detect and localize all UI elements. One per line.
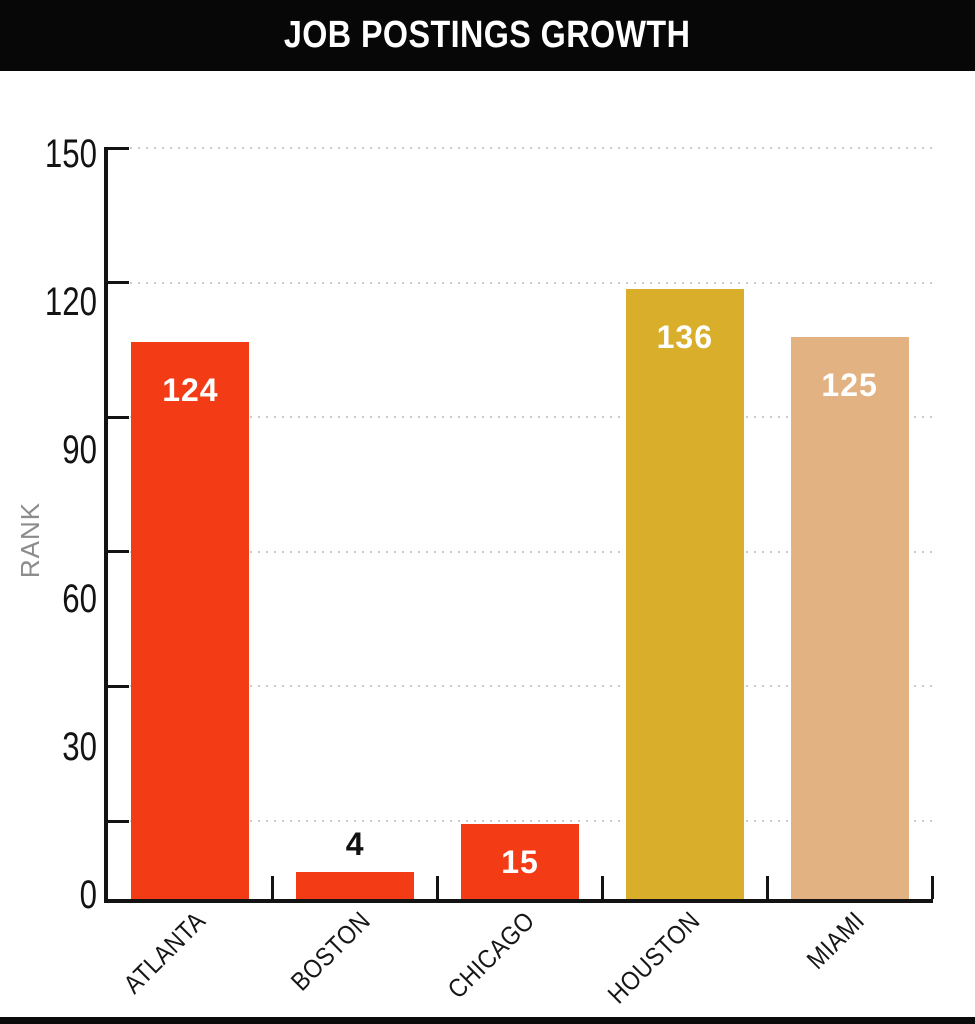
x-tick-1 bbox=[271, 876, 275, 899]
bottom-border bbox=[0, 1017, 975, 1024]
x-axis-label-houston: HOUSTON bbox=[601, 905, 706, 1010]
y-tick-90 bbox=[107, 415, 129, 419]
x-tick-4 bbox=[765, 876, 769, 899]
bar-value-boston: 4 bbox=[345, 826, 365, 862]
bar-value-houston: 136 bbox=[656, 319, 713, 355]
gridline-60 bbox=[130, 550, 934, 553]
y-tick-60 bbox=[107, 550, 129, 554]
gridline-0 bbox=[130, 820, 934, 822]
y-tick-label-90: 90 bbox=[62, 428, 97, 473]
bar-value-chicago: 15 bbox=[501, 843, 539, 880]
x-tick-2 bbox=[436, 876, 440, 899]
gridline-150 bbox=[130, 147, 934, 149]
y-tick-150 bbox=[107, 146, 129, 150]
x-axis-label-miami: MIAMI bbox=[800, 905, 871, 975]
y-tick-120 bbox=[107, 281, 129, 285]
bar-value-miami: 125 bbox=[821, 367, 878, 403]
y-tick-label-150: 150 bbox=[44, 132, 97, 176]
x-axis-line bbox=[104, 899, 933, 903]
gridline-90 bbox=[130, 416, 934, 419]
bar-houston bbox=[625, 289, 744, 899]
x-axis-label-chicago: CHICAGO bbox=[441, 905, 541, 1005]
x-tick-5 bbox=[930, 876, 934, 899]
x-axis-label-boston: BOSTON bbox=[284, 905, 376, 997]
y-tick-30 bbox=[107, 684, 129, 688]
y-tick-label-0: 0 bbox=[79, 873, 97, 917]
y-tick-label-120: 120 bbox=[44, 280, 97, 325]
gridline-30 bbox=[130, 685, 934, 688]
title-bar: JOB POSTINGS GROWTH bbox=[0, 0, 975, 71]
y-tick-label-60: 60 bbox=[62, 576, 97, 621]
y-tick-label-30: 30 bbox=[62, 724, 97, 769]
bar-chicago bbox=[461, 824, 579, 899]
gridline-120 bbox=[130, 281, 934, 284]
x-tick-3 bbox=[600, 876, 604, 899]
y-tick-0 bbox=[107, 819, 129, 823]
chart-title: JOB POSTINGS GROWTH bbox=[284, 14, 691, 56]
bar-boston bbox=[296, 872, 415, 899]
bar-value-atlanta: 124 bbox=[162, 372, 219, 408]
y-axis-line bbox=[104, 147, 108, 903]
x-axis-label-atlanta: ATLANTA bbox=[117, 905, 212, 1000]
bar-atlanta bbox=[131, 342, 250, 899]
bar-miami bbox=[790, 337, 909, 899]
